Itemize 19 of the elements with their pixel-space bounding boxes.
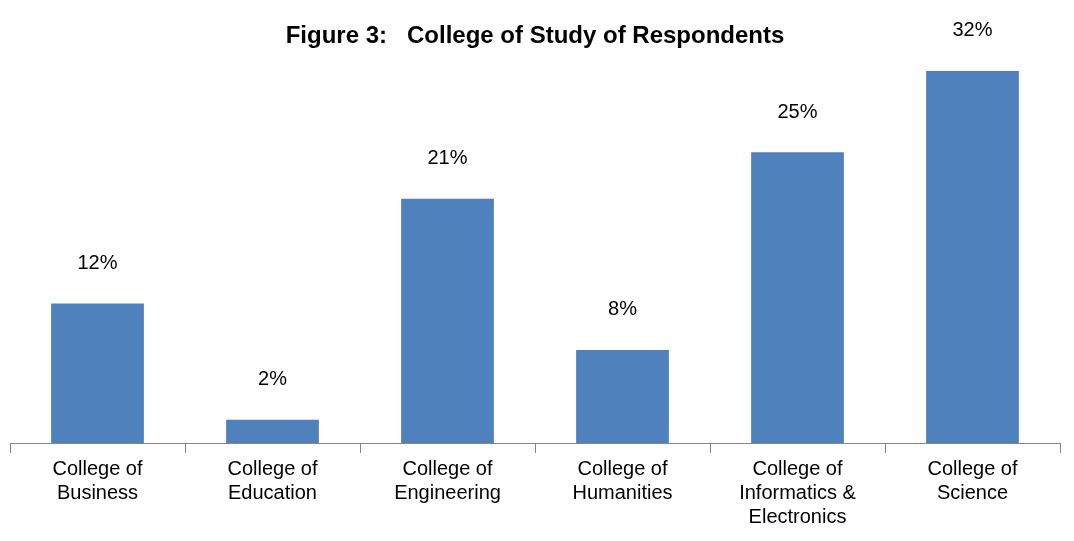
x-tick-label: College of Informatics & Electronics: [739, 456, 857, 527]
data-label: 12%: [77, 250, 118, 273]
data-label: 32%: [952, 18, 993, 41]
bar: [401, 198, 494, 443]
data-label: 21%: [427, 146, 468, 169]
bar: [751, 152, 844, 443]
bar: [226, 419, 319, 443]
data-label: 8%: [608, 297, 638, 320]
data-label: 25%: [777, 99, 818, 122]
bar: [926, 70, 1019, 443]
x-tick-label: College of Engineering: [394, 456, 501, 503]
x-tick-label: College of Science: [927, 456, 1018, 503]
data-label: 2%: [258, 367, 288, 390]
x-tick-label: College of Humanities: [572, 456, 673, 503]
chart-title: Figure 3: College of Study of Respondents: [285, 21, 785, 49]
x-tick-label: College of Business: [52, 456, 143, 503]
bar: [576, 349, 669, 443]
bar: [51, 303, 144, 443]
x-tick-label: College of Education: [227, 456, 318, 503]
